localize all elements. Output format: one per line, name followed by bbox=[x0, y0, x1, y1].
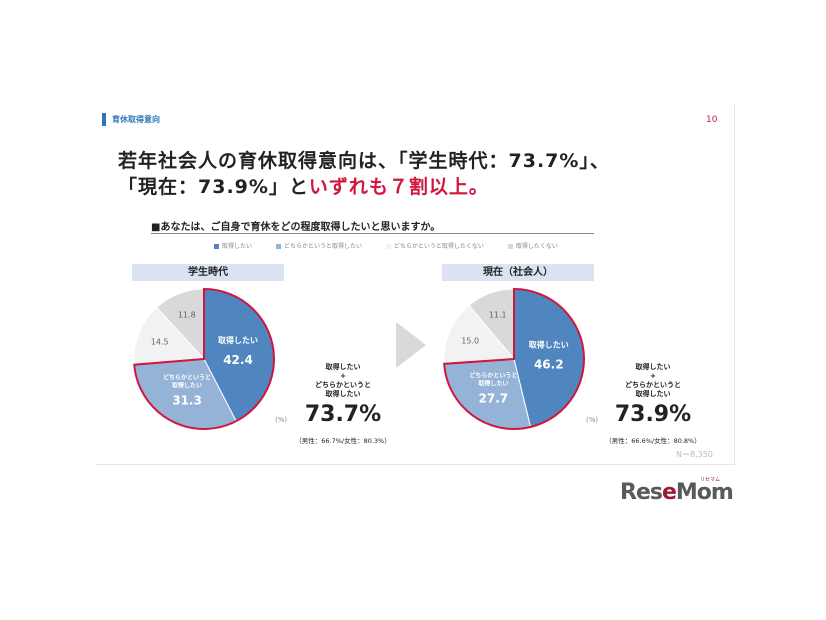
slice-value-label: 27.7 bbox=[479, 391, 509, 405]
resemom-logo-sub: リセマム bbox=[700, 477, 721, 483]
headline-line2-b: いずれも７割以上。 bbox=[308, 176, 489, 198]
slice-value-label: 15.0 bbox=[461, 336, 479, 345]
headline-line2-a: 「現在：73.9%」と bbox=[118, 176, 309, 198]
slide: 育休取得意向 10 若年社会人の育休取得意向は、「学生時代：73.7%」、 「現… bbox=[96, 104, 735, 465]
legend-label: 取得したい bbox=[222, 243, 253, 250]
survey-question: ■あなたは、ご自身で育休をどの程度取得したいと思いますか。 bbox=[151, 218, 594, 234]
slice-value-label: 11.1 bbox=[489, 310, 507, 319]
summary-label-line: + bbox=[340, 372, 346, 380]
unit-label: (%) bbox=[586, 416, 599, 424]
sample-size-note: N＝8,350 bbox=[676, 450, 713, 459]
summary-total-current: 73.9% bbox=[614, 402, 692, 427]
legend-swatch bbox=[507, 244, 513, 249]
resemom-logo: ReseMom bbox=[620, 480, 734, 505]
slice-name-label: どちらかというと bbox=[163, 374, 211, 382]
slice-name-label: 取得したい bbox=[529, 339, 569, 349]
summary-label-line: どちらかというと bbox=[625, 381, 681, 389]
slice-name-label: 取得したい bbox=[218, 335, 258, 345]
summary-label-line: 取得したい bbox=[635, 390, 671, 398]
legend-label: どちらかというと取得したい bbox=[283, 243, 362, 250]
summary-label-line: 取得したい bbox=[325, 390, 361, 398]
legend-swatch bbox=[214, 244, 219, 249]
slice-value-label: 31.3 bbox=[172, 394, 202, 408]
slice-name-label: 取得したい bbox=[478, 379, 508, 387]
chart-title-current: 現在（社会人） bbox=[442, 264, 594, 281]
slice-value-label: 14.5 bbox=[151, 338, 169, 347]
legend-item: 取得したい bbox=[214, 243, 252, 250]
summary-label-current: 取得したい + どちらかというと 取得したい bbox=[598, 363, 708, 399]
legend-item: どちらかというと取得したい bbox=[275, 243, 362, 250]
summary-label-line: 取得したい bbox=[635, 363, 671, 371]
slice-value-label: 11.8 bbox=[178, 311, 196, 320]
legend: 取得したい どちらかというと取得したい どちらかというと取得したくない 取得した… bbox=[214, 241, 580, 250]
section-label: 育休取得意向 bbox=[102, 113, 160, 126]
page-number: 10 bbox=[706, 115, 718, 125]
pie-slice bbox=[443, 304, 516, 365]
headline-line1: 若年社会人の育休取得意向は、「学生時代：73.7%」、 bbox=[118, 150, 610, 172]
slice-value-label: 46.2 bbox=[534, 357, 564, 371]
summary-label-line: どちらかというと bbox=[315, 381, 371, 389]
headline-line2: 「現在：73.9%」といずれも７割以上。 bbox=[118, 172, 489, 199]
summary-breakdown-student: （男性：66.7%/女性：80.3%） bbox=[295, 437, 391, 445]
summary-label-line: + bbox=[650, 372, 656, 380]
summary-label-line: 取得したい bbox=[325, 363, 361, 371]
legend-item: 取得したくない bbox=[507, 243, 558, 250]
unit-label: (%) bbox=[275, 416, 288, 424]
legend-label: 取得したくない bbox=[515, 243, 558, 250]
highlight-outline bbox=[443, 287, 585, 430]
legend-item: どちらかというと取得したくない bbox=[385, 243, 484, 250]
legend-label: どちらかというと取得したくない bbox=[393, 243, 484, 250]
slice-name-label: どちらかというと bbox=[469, 371, 517, 379]
summary-label-student: 取得したい + どちらかというと 取得したい bbox=[288, 363, 398, 399]
slice-name-label: 取得したい bbox=[172, 382, 202, 390]
legend-swatch bbox=[275, 244, 281, 249]
arrow-right-icon bbox=[396, 322, 426, 368]
summary-total-student: 73.7% bbox=[304, 402, 382, 427]
highlight-outline bbox=[133, 287, 275, 430]
legend-swatch bbox=[385, 244, 391, 249]
pie-slice bbox=[133, 306, 206, 366]
chart-title-student: 学生時代 bbox=[132, 264, 284, 281]
slice-value-label: 42.4 bbox=[223, 353, 253, 367]
summary-breakdown-current: （男性：66.6%/女性：80.8%） bbox=[605, 437, 701, 445]
